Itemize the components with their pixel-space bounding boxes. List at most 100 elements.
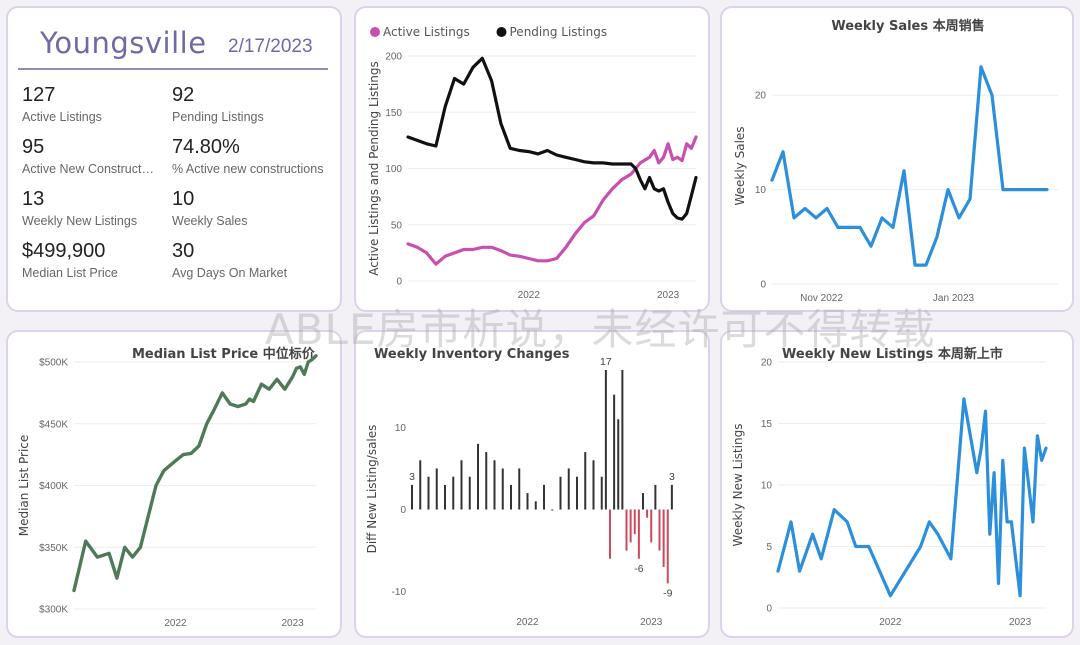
x-tick-label: 2023: [1009, 617, 1032, 628]
x-tick-label: Jan 2023: [933, 293, 975, 304]
bar: [646, 509, 649, 518]
bar: [613, 394, 616, 510]
inventory-chart: -10 0 10 2022 2023 Diff New Listing/sales Week…: [365, 347, 675, 628]
kpi-active-new-construction: 95 Active New Constructi...: [22, 136, 154, 176]
x-tick-label: Nov 2022: [800, 293, 843, 304]
bar: [670, 484, 673, 510]
bar: [559, 476, 562, 510]
legend-item: Pending Listings: [496, 25, 608, 39]
y-tick-label: $450K: [39, 419, 68, 430]
kpi-label: % Active new constructions: [172, 162, 324, 176]
kpi-weekly-new-listings: 13 Weekly New Listings: [22, 188, 172, 228]
kpi-weekly-sales: 10 Weekly Sales: [172, 188, 322, 228]
inventory-chart-card: -10 0 10 2022 2023 Diff New Listing/sales Week…: [354, 330, 710, 638]
series-line-active-listings: [406, 135, 698, 266]
city-title: Youngsville: [40, 26, 207, 60]
bar: [662, 509, 665, 567]
bar: [629, 509, 632, 543]
bar: [604, 370, 607, 510]
bar: [501, 468, 504, 510]
y-axis-label: Active Listings and Pending Listings: [367, 61, 381, 276]
active-pending-chart: 0 50 100 150 200 2022 2023 Active Listings and …: [367, 25, 698, 301]
y-tick-label: $400K: [39, 481, 68, 492]
kpi-value: 95: [22, 136, 45, 158]
x-tick-label: 2023: [640, 617, 663, 628]
kpi-pending-listings: 92 Pending Listings: [172, 84, 322, 124]
bar: [411, 484, 413, 510]
bar: [617, 419, 620, 510]
bar: [452, 476, 455, 510]
y-tick-label: 15: [761, 419, 773, 430]
bar: [518, 468, 521, 510]
bar: [658, 509, 661, 551]
new-listings-chart-card: 0 5 10 15 20 2022 2023 Weekly New Listings Weekl…: [720, 330, 1074, 638]
bar: [543, 484, 545, 510]
y-tick-label: 20: [755, 91, 767, 102]
new-listings-chart: 0 5 10 15 20 2022 2023 Weekly New Listings Weekl…: [731, 346, 1048, 628]
chart-title: Weekly Sales 本周销售: [831, 18, 984, 34]
x-tick-label: 2022: [879, 617, 902, 628]
bar: [637, 509, 640, 559]
bar: [642, 493, 644, 510]
x-tick-label: 2022: [518, 290, 541, 301]
bar: [510, 484, 512, 510]
bar: [444, 484, 446, 510]
kpi-label: Pending Listings: [172, 110, 264, 124]
y-axis-label: Diff New Listing/sales: [365, 425, 379, 554]
kpi-label: Active Listings: [22, 110, 102, 124]
y-tick-label: $300K: [39, 605, 68, 616]
y-tick-label: $350K: [39, 543, 68, 554]
kpi-value: 74.80%: [172, 136, 240, 158]
y-tick-label: 10: [395, 423, 407, 434]
bar: [427, 476, 430, 510]
bar: [419, 460, 422, 510]
y-axis-label: Weekly New Listings: [731, 424, 745, 547]
bar: [526, 493, 529, 510]
chart-title: Median List Price 中位标价: [132, 346, 316, 362]
y-axis-label: Weekly Sales: [733, 126, 747, 205]
kpi-median-list-price: $499,900 Median List Price: [22, 240, 172, 280]
kpi-label: Median List Price: [22, 266, 118, 280]
y-tick-label: 200: [385, 52, 402, 63]
bar: [468, 476, 471, 510]
weekly-sales-chart-card: 0 10 20 Nov 2022 Jan 2023 Weekly Sales Weekly …: [720, 6, 1074, 312]
legend-item: Active Listings: [370, 25, 470, 39]
data-label: -9: [663, 587, 672, 599]
bar: [493, 460, 496, 510]
kpi-header: Youngsville 2/17/2023: [40, 26, 340, 66]
kpi-active-listings: 127 Active Listings: [22, 84, 172, 124]
legend-marker: [370, 27, 380, 37]
series-line-median-list-price: [72, 354, 318, 593]
kpi-label: Avg Days On Market: [172, 266, 288, 280]
y-tick-label: 20: [761, 358, 773, 369]
series-line-weekly-new-listings: [776, 397, 1048, 598]
data-label: 3: [409, 471, 415, 483]
kpi-pct-new-construction: 74.80% % Active new constructions: [172, 136, 338, 176]
header-divider: [18, 68, 328, 70]
bar: [666, 509, 669, 584]
kpi-avg-days-on-market: 30 Avg Days On Market: [172, 240, 322, 280]
bar: [609, 509, 611, 559]
bar: [460, 460, 463, 510]
active-pending-chart-card: 0 50 100 150 200 2022 2023 Active Listings and …: [354, 6, 710, 312]
y-tick-label: 100: [385, 164, 402, 175]
y-tick-label: 50: [391, 220, 403, 231]
series-line-weekly-sales: [770, 65, 1049, 267]
legend-label: Pending Listings: [510, 25, 608, 39]
bar: [435, 468, 438, 510]
bar: [592, 460, 595, 510]
y-axis-label: Median List Price: [17, 435, 31, 537]
series-line-pending-listings: [406, 56, 698, 221]
report-date: 2/17/2023: [228, 36, 313, 57]
data-label: 3: [669, 471, 675, 483]
median-price-chart-card: $300K $350K $400K $450K $500K 2022 2023 Median …: [6, 330, 342, 638]
bar: [485, 452, 488, 510]
data-label: 17: [600, 356, 612, 368]
x-tick-label: 2022: [164, 618, 187, 629]
chart-title: Weekly New Listings 本周新上市: [782, 346, 1003, 362]
legend-marker: [496, 27, 507, 37]
bar: [567, 468, 570, 510]
kpi-label: Active New Constructi...: [22, 162, 154, 176]
data-label: -6: [634, 563, 643, 575]
kpi-label: Weekly New Listings: [22, 214, 138, 228]
